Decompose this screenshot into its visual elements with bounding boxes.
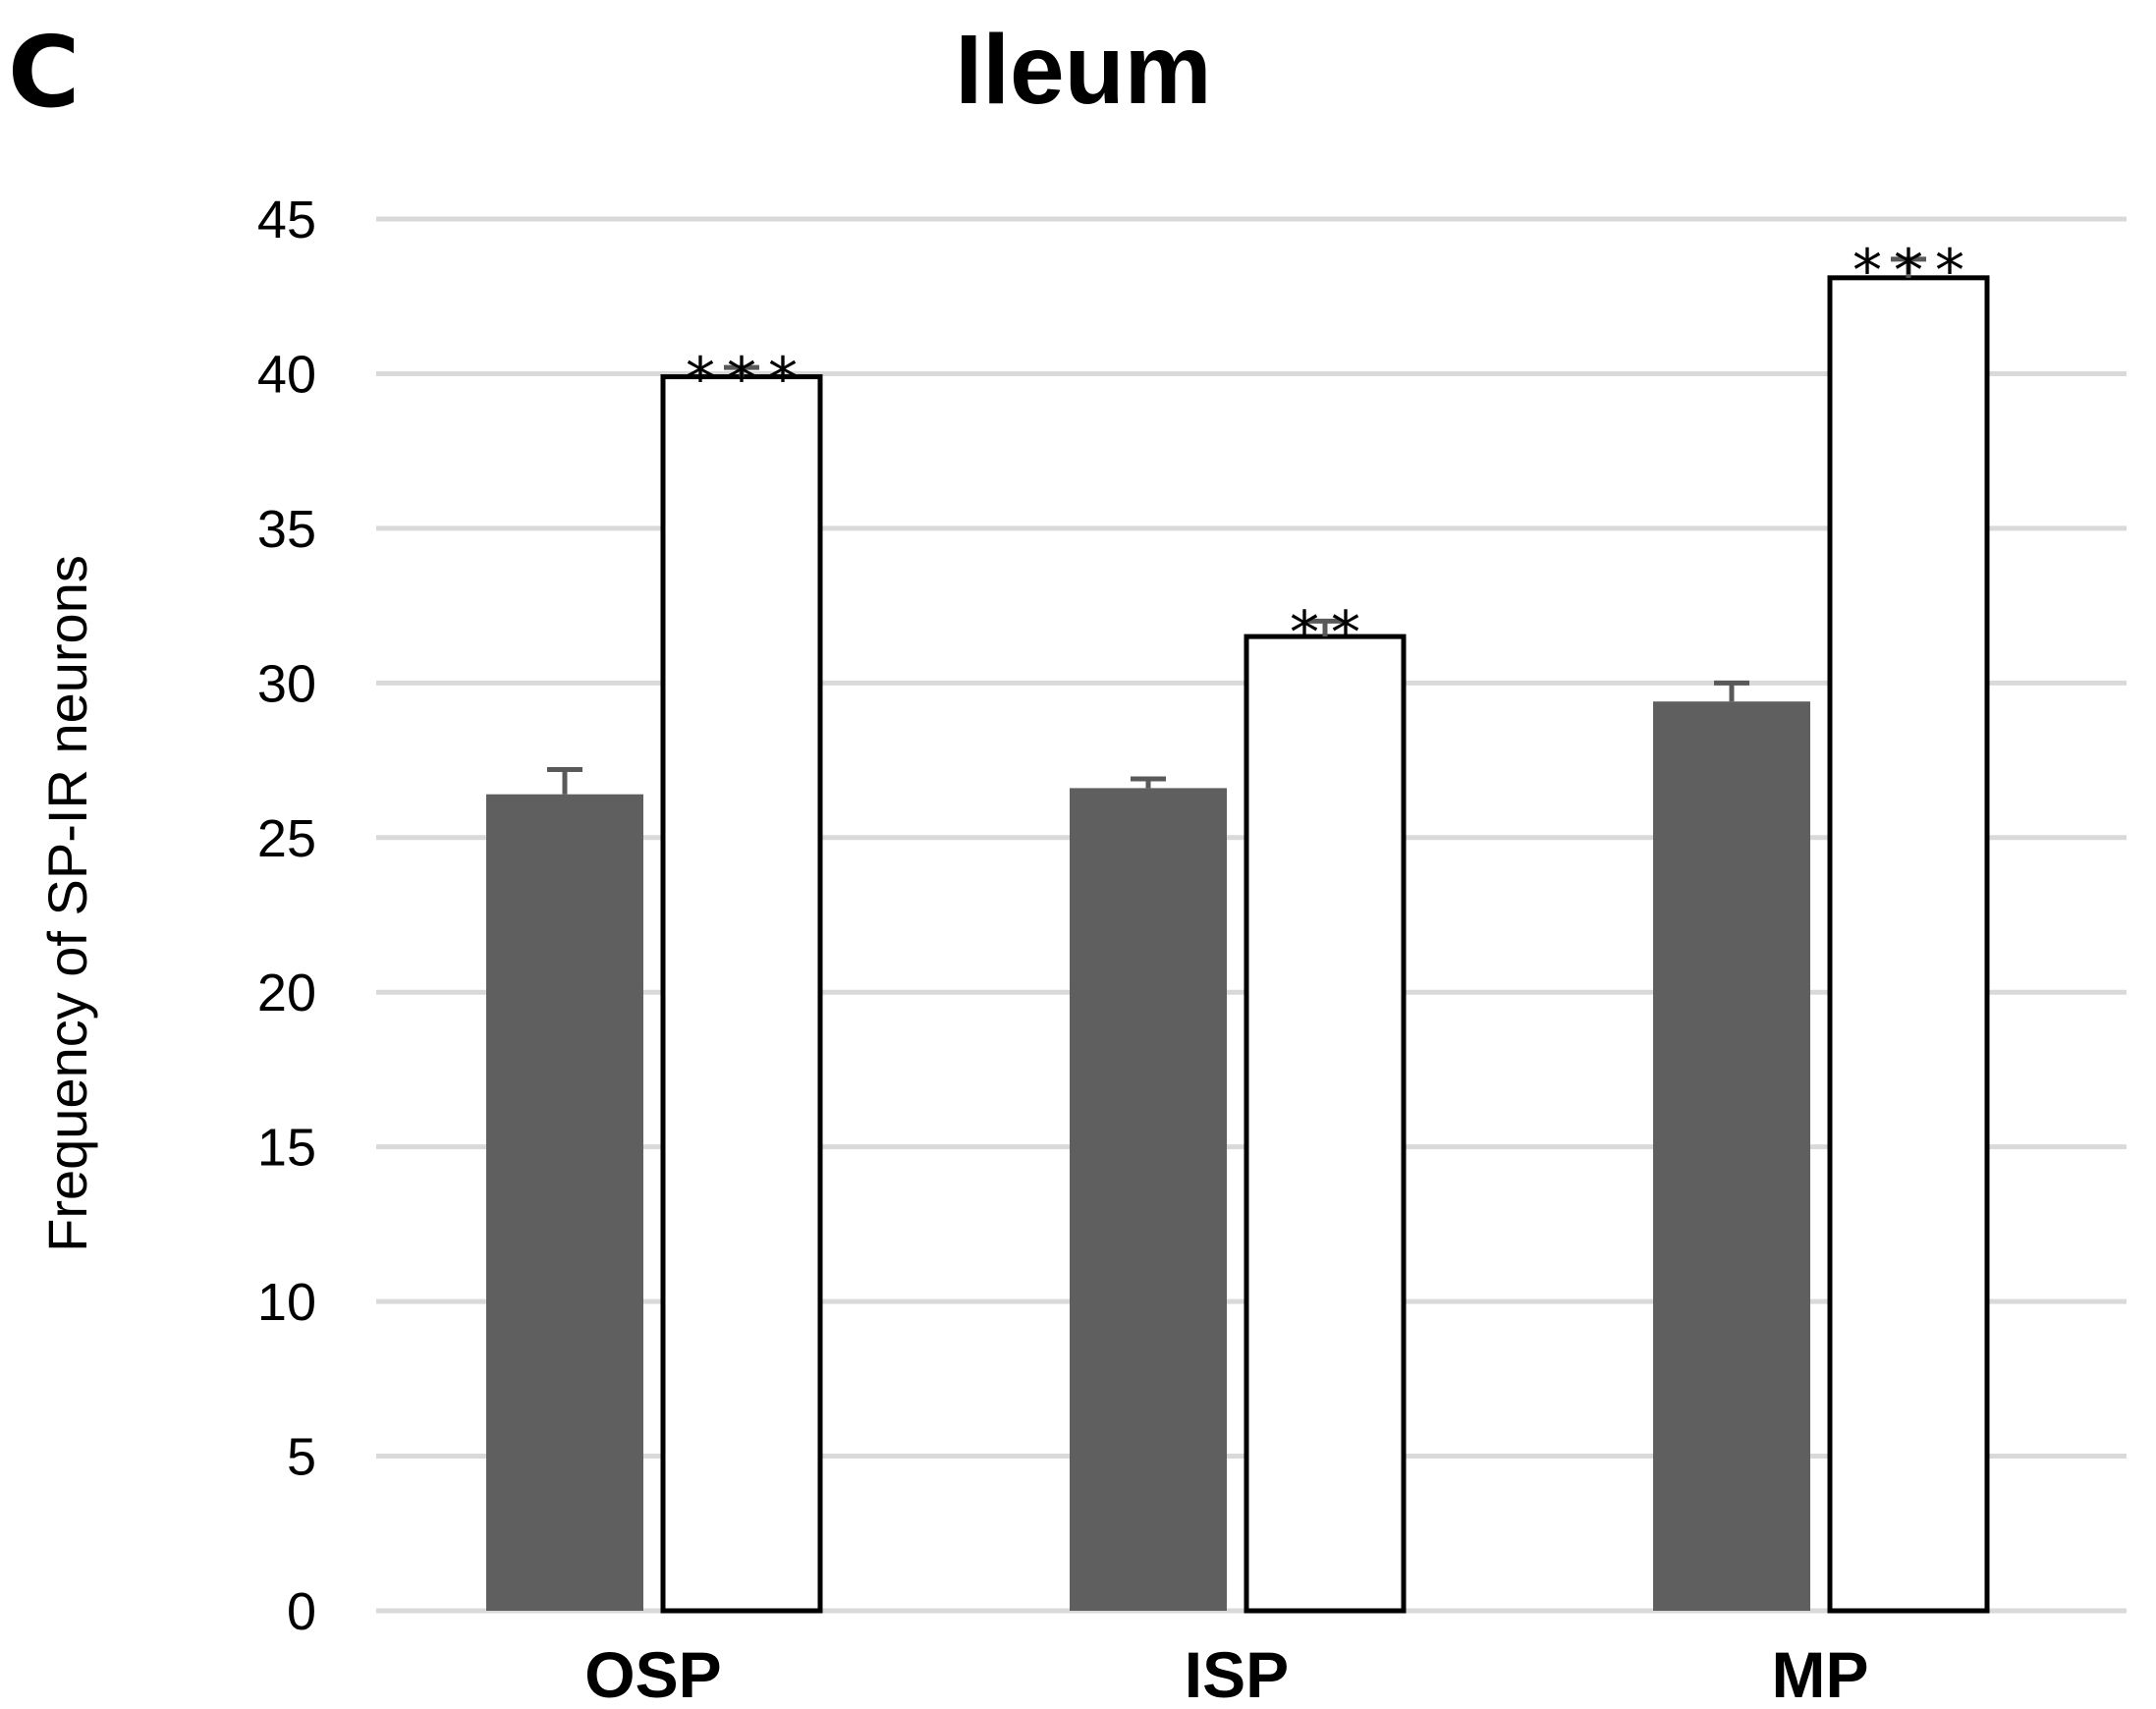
x-tick-label: ISP [1185,1638,1289,1709]
y-tick-label: 15 [257,1119,316,1178]
y-axis-ticks: 0 5 10 15 20 25 30 35 40 45 [257,191,316,1641]
bar [1827,275,1990,1614]
y-tick-label: 45 [257,191,316,249]
y-tick-label: 5 [287,1428,316,1487]
bar [660,374,823,1614]
x-tick-label: MP [1772,1638,1869,1709]
y-tick-label: 35 [257,500,316,559]
y-tick-label: 40 [257,345,316,404]
y-axis-label: Frequency of SP-IR neurons [36,555,98,1252]
significance-label: ** [1290,598,1372,667]
bars: ******** [486,237,1990,1614]
bar [486,794,643,1611]
significance-label: *** [686,345,809,413]
significance-label: *** [1852,237,1976,305]
y-tick-label: 10 [257,1273,316,1332]
panel-label: C [8,15,80,130]
y-tick-label: 30 [257,654,316,713]
x-axis-ticks: OSP ISP MP [584,1638,1868,1709]
y-tick-label: 25 [257,809,316,868]
x-tick-label: OSP [584,1638,721,1709]
bar [1244,634,1407,1614]
bar [1070,788,1227,1611]
y-tick-label: 0 [287,1582,316,1641]
chart-title: Ileum [955,15,1211,125]
bar [1653,701,1810,1611]
y-tick-label: 20 [257,964,316,1022]
